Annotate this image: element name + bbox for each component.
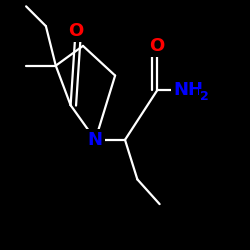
Text: 2: 2 — [200, 90, 208, 103]
Text: NH: NH — [173, 82, 203, 100]
Text: O: O — [68, 22, 83, 40]
Text: N: N — [88, 131, 103, 149]
Text: O: O — [150, 37, 165, 55]
